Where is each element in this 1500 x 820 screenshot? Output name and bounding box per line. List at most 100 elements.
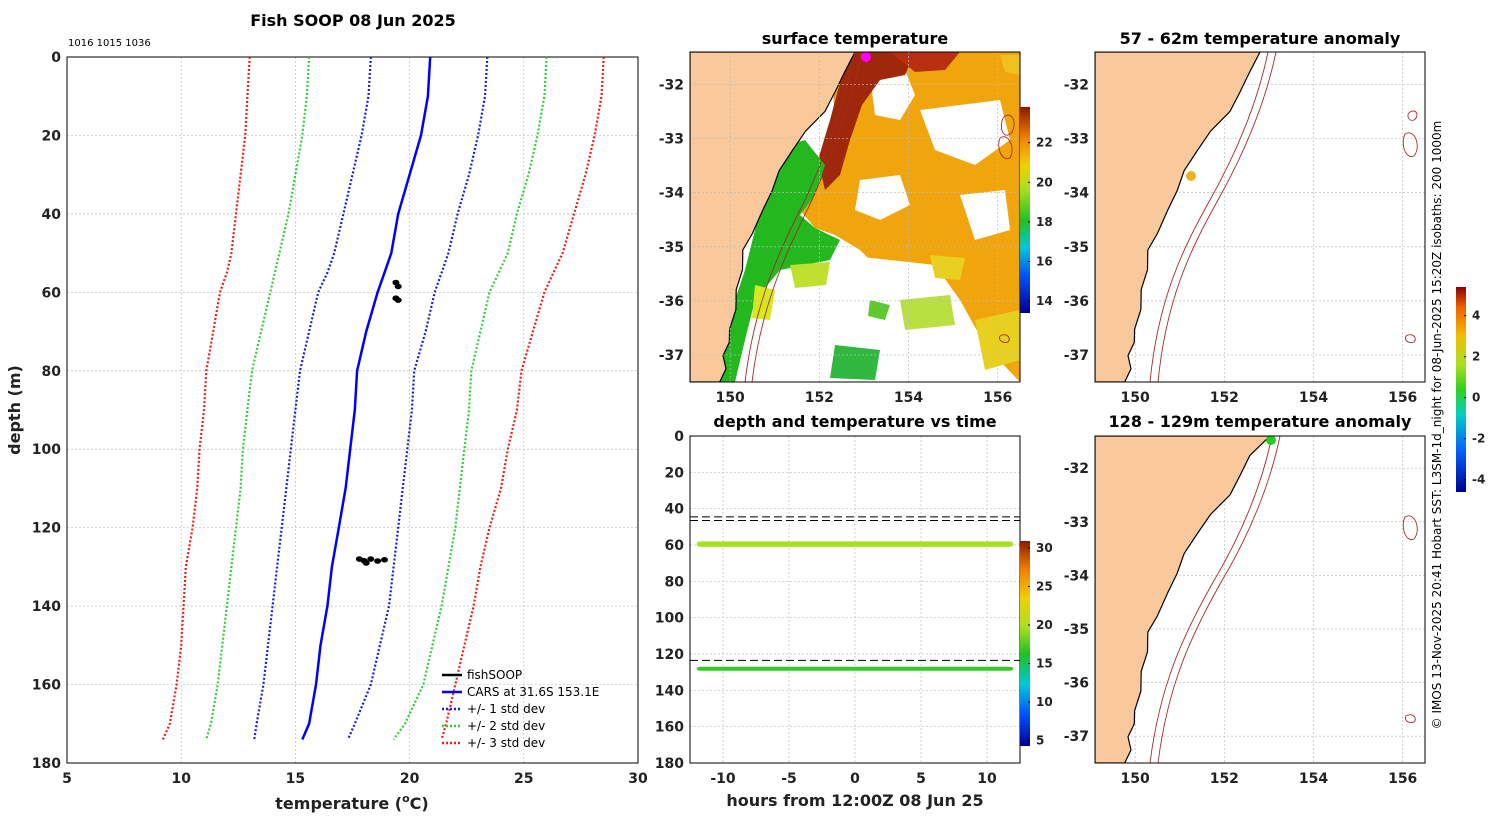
timeseries-x-label: hours from 12:00Z 08 Jun 25 bbox=[726, 791, 983, 810]
y-tick-label: -32 bbox=[659, 77, 684, 93]
anom-bottom-panel: 128 - 129m temperature anomaly 150 152 154… bbox=[1064, 412, 1426, 787]
sst-patch bbox=[752, 285, 775, 320]
sst-patch bbox=[900, 295, 955, 330]
timeseries-x-ticks: -10 -5 0 5 10 bbox=[710, 771, 997, 787]
colorbar-tick-label: 16 bbox=[1036, 255, 1053, 269]
seamount-contour bbox=[1405, 334, 1416, 343]
anom-top-y-ticks: -32 -33 -34 -35 -36 -37 bbox=[1064, 77, 1090, 363]
soop-data-point bbox=[362, 560, 370, 566]
y-tick-label: -33 bbox=[659, 132, 684, 148]
y-tick-label: -32 bbox=[1064, 461, 1089, 477]
legend-label-cars: CARS at 31.6S 153.1E bbox=[467, 685, 599, 699]
timeseries-title: depth and temperature vs time bbox=[713, 412, 996, 431]
land-mass bbox=[690, 52, 856, 382]
profile-y-ticks: 0 20 40 60 80 100 120 140 160 180 bbox=[32, 50, 61, 772]
y-tick-label: -32 bbox=[1064, 77, 1089, 93]
x-tick-label: 150 bbox=[716, 390, 745, 406]
anom-bottom-y-ticks: -32 -33 -34 -35 -36 -37 bbox=[1064, 461, 1090, 745]
y-tick-label: -34 bbox=[1064, 186, 1090, 202]
y-tick-label: -34 bbox=[1064, 568, 1090, 584]
seamount-contour bbox=[1405, 714, 1416, 723]
sst-map-area bbox=[690, 52, 1020, 382]
legend-label-std3: +/- 3 std dev bbox=[467, 736, 545, 750]
isobath-1000m bbox=[751, 52, 863, 382]
isobath-200m bbox=[1149, 436, 1273, 763]
sst-isobaths bbox=[744, 52, 1015, 382]
seamount-contour bbox=[1407, 110, 1418, 121]
x-tick-label: 152 bbox=[1210, 390, 1239, 406]
y-tick-label: 100 bbox=[32, 442, 61, 458]
isobath-200m bbox=[744, 52, 856, 382]
isobath-200m bbox=[1149, 52, 1269, 382]
soop-data-point bbox=[380, 557, 388, 563]
soop-data-point bbox=[394, 283, 402, 290]
profile-soop-points bbox=[355, 279, 402, 566]
std-dev-line bbox=[440, 57, 605, 740]
x-tick-label: 10 bbox=[977, 771, 997, 787]
std-dev-line bbox=[253, 57, 372, 740]
colorbar-tick-label: 2 bbox=[1472, 350, 1480, 364]
cars-mean-line bbox=[301, 57, 432, 740]
anom-top-axes-box bbox=[1094, 51, 1426, 383]
timeseries-colorbar bbox=[1020, 541, 1030, 746]
y-tick-label: 0 bbox=[51, 50, 61, 66]
anom-top-map-area bbox=[1095, 52, 1425, 382]
y-tick-label: -35 bbox=[1064, 622, 1089, 638]
sst-grid bbox=[690, 52, 1020, 382]
x-tick-label: 25 bbox=[514, 771, 533, 787]
y-tick-label: 100 bbox=[655, 611, 684, 627]
profile-x-label: temperature (oC) bbox=[275, 792, 428, 813]
sst-colorbar-ticks: 22 20 18 16 14 bbox=[1028, 136, 1053, 308]
std-dev-line bbox=[205, 57, 311, 740]
x-tick-label: 5 bbox=[916, 771, 926, 787]
colorbar-tick-label: 14 bbox=[1036, 294, 1053, 308]
sst-patch bbox=[1000, 55, 1020, 75]
sst-y-ticks: -32 -33 -34 -35 -36 -37 bbox=[659, 77, 685, 363]
y-tick-label: 140 bbox=[32, 599, 61, 615]
anom-bottom-axes-box bbox=[1094, 435, 1426, 764]
x-tick-label: 152 bbox=[1210, 771, 1239, 787]
x-tick-label: 156 bbox=[1388, 771, 1417, 787]
x-tick-label: 154 bbox=[1299, 771, 1328, 787]
sst-gap bbox=[920, 100, 1010, 165]
y-tick-label: 120 bbox=[655, 647, 684, 663]
colorbar-tick-label: -4 bbox=[1472, 473, 1485, 487]
x-tick-label: -5 bbox=[781, 771, 797, 787]
legend-label-std1: +/- 1 std dev bbox=[467, 702, 545, 716]
x-tick-label: 30 bbox=[628, 771, 648, 787]
legend-label-std2: +/- 2 std dev bbox=[467, 719, 545, 733]
sst-x-ticks: 150 152 154 156 bbox=[716, 390, 1013, 406]
y-tick-label: 120 bbox=[32, 521, 61, 537]
legend-label-soop: fishSOOP bbox=[467, 668, 522, 682]
anomaly-colorbar bbox=[1456, 287, 1466, 492]
profile-lines bbox=[161, 57, 605, 741]
x-tick-label: 5 bbox=[62, 771, 72, 787]
sensor-temperature-trace bbox=[696, 541, 1014, 547]
std-dev-line bbox=[346, 57, 489, 740]
anom-top-land bbox=[1095, 52, 1261, 382]
y-tick-label: 140 bbox=[655, 683, 684, 699]
colorbar-tick-label: 0 bbox=[1472, 391, 1480, 405]
seamount-contour bbox=[1001, 114, 1015, 136]
y-tick-label: 40 bbox=[42, 207, 62, 223]
anom-bottom-land bbox=[1095, 436, 1271, 763]
y-tick-label: -37 bbox=[1064, 729, 1089, 745]
seamount-contour bbox=[999, 334, 1010, 343]
x-tick-label: 0 bbox=[850, 771, 860, 787]
profile-panel: Fish SOOP 08 Jun 2025 1016 1015 1036 5 10… bbox=[5, 11, 648, 813]
anom-top-title: 57 - 62m temperature anomaly bbox=[1120, 29, 1401, 48]
x-tick-label: 152 bbox=[805, 390, 834, 406]
x-tick-label: 156 bbox=[983, 390, 1012, 406]
land-mass bbox=[1095, 436, 1271, 763]
x-tick-label: 20 bbox=[400, 771, 420, 787]
soop-data-point bbox=[367, 556, 375, 562]
sst-map-title: surface temperature bbox=[762, 29, 949, 48]
y-tick-label: -35 bbox=[659, 240, 684, 256]
x-tick-label: 150 bbox=[1121, 390, 1150, 406]
y-tick-label: 20 bbox=[665, 465, 685, 481]
seamount-contour bbox=[998, 136, 1013, 160]
x-tick-label: 154 bbox=[1299, 390, 1328, 406]
colorbar-tick-label: 22 bbox=[1036, 136, 1053, 150]
y-tick-label: 80 bbox=[665, 574, 685, 590]
sensor-temperature-trace bbox=[696, 666, 1014, 671]
